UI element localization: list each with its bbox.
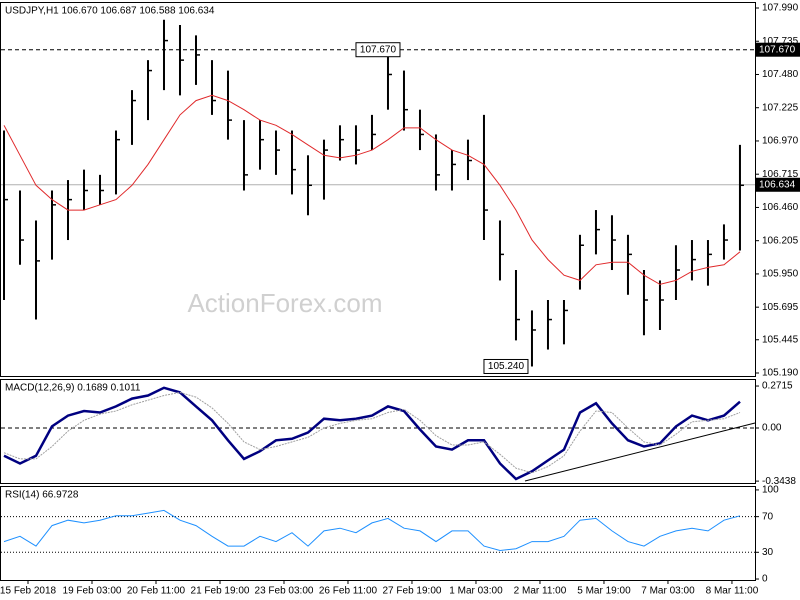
y-tick-label: 106.970	[762, 136, 799, 147]
price-label-box	[756, 177, 800, 192]
x-tick-label: 2 Mar 11:00	[514, 586, 567, 597]
series-line	[3, 386, 741, 481]
y-tick-label: -0.3438	[762, 476, 796, 487]
y-tick-label: 0.00	[762, 423, 782, 434]
price-label: 107.670	[759, 44, 796, 55]
x-tick-label: 21 Feb 19:00	[191, 586, 250, 597]
x-tick-label: 23 Feb 03:00	[255, 586, 314, 597]
y-tick-label: 0.2715	[762, 381, 793, 392]
annotation-label: 107.670	[360, 44, 397, 55]
y-tick-label: 106.460	[762, 202, 799, 213]
panel-title: MACD(12,26,9) 0.1689 0.1011	[5, 383, 141, 394]
panel-frame	[0, 2, 756, 377]
annotation-label: 105.240	[488, 361, 525, 372]
panel-title: RSI(14) 66.9728	[5, 490, 79, 501]
x-tick-label: 7 Mar 03:00	[641, 586, 695, 597]
price-label-box	[756, 42, 800, 57]
y-tick-label: 105.190	[762, 368, 799, 379]
x-tick-label: 8 Mar 11:00	[706, 586, 759, 597]
annotation-box	[355, 42, 401, 58]
y-tick-label: 105.950	[762, 269, 799, 280]
y-tick-label: 106.715	[762, 169, 799, 180]
y-tick-label: 107.225	[762, 102, 799, 113]
x-tick-label: 27 Feb 19:00	[383, 586, 442, 597]
trend-line	[524, 422, 756, 482]
series-line	[3, 94, 741, 285]
panel-frame	[0, 486, 756, 581]
series-line	[3, 509, 741, 552]
y-tick-label: 0	[762, 574, 768, 585]
panel-title: USDJPY,H1 106.670 106.687 106.588 106.63…	[5, 6, 215, 17]
y-tick-label: 100	[762, 485, 779, 496]
series-line	[3, 391, 741, 474]
x-tick-label: 15 Feb 2018	[0, 586, 57, 597]
y-tick-label: 107.990	[762, 3, 799, 14]
y-tick-label: 106.205	[762, 235, 799, 246]
y-tick-label: 70	[762, 511, 774, 522]
annotation-box	[483, 358, 529, 374]
y-tick-label: 107.735	[762, 36, 799, 47]
y-tick-label: 107.480	[762, 69, 799, 80]
x-tick-label: 1 Mar 03:00	[449, 586, 503, 597]
x-tick-label: 26 Feb 11:00	[319, 586, 378, 597]
x-tick-label: 20 Feb 11:00	[127, 586, 186, 597]
y-tick-label: 105.695	[762, 302, 799, 313]
watermark: ActionForex.com	[187, 288, 382, 318]
x-tick-label: 5 Mar 19:00	[577, 586, 631, 597]
x-tick-label: 19 Feb 03:00	[63, 586, 122, 597]
price-label: 106.634	[759, 179, 796, 190]
y-tick-label: 105.445	[762, 334, 799, 345]
y-tick-label: 30	[762, 547, 774, 558]
panel-frame	[0, 379, 756, 484]
